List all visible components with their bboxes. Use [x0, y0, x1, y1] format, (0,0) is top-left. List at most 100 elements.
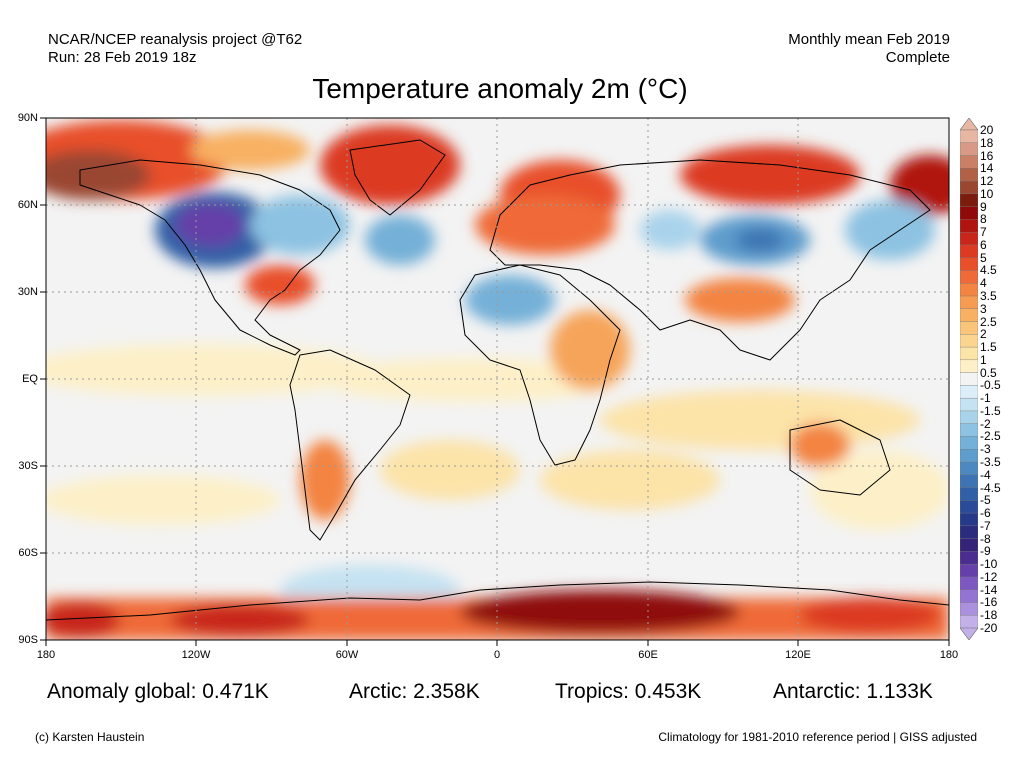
gridlines — [46, 118, 949, 640]
colorbar-label: -6 — [980, 506, 991, 521]
colorbar-label: -7 — [980, 518, 991, 533]
colorbar-swatch — [960, 602, 978, 616]
south-america-coastline — [289, 349, 411, 541]
colorbar-swatch — [960, 359, 978, 374]
colorbar-swatch — [960, 193, 978, 208]
colorbar-label: -5 — [980, 493, 991, 508]
map-title: Temperature anomaly 2m (°C) — [312, 73, 688, 104]
colorbar-swatch — [960, 538, 978, 552]
lat-label-30n: 30N — [17, 286, 38, 298]
colorbar-swatch — [960, 385, 978, 399]
colorbar-swatch — [960, 551, 978, 565]
colorbar-label: 12 — [980, 174, 994, 189]
colorbar-label: 6 — [980, 237, 987, 252]
stat-antarctic: Antarctic: 1.133K — [773, 680, 933, 703]
colorbar-label: -14 — [980, 582, 998, 597]
colorbar-swatch — [960, 283, 978, 297]
run-time: Run: 28 Feb 2019 18z — [48, 49, 197, 66]
lat-label-30s: 30S — [18, 460, 38, 472]
colorbar-label: 16 — [980, 148, 994, 163]
colorbar-swatch — [960, 423, 978, 437]
colorbar-label: -1.5 — [980, 403, 1001, 418]
colorbar-label: 4.5 — [980, 263, 997, 278]
colorbar-label: -1 — [980, 391, 991, 406]
colorbar-label: 0.5 — [980, 365, 997, 380]
lon-label-60e: 60E — [638, 649, 658, 661]
colorbar-label: -0.5 — [980, 378, 1001, 393]
lon-label-180w: 180 — [36, 649, 56, 661]
lon-label-120w: 120W — [181, 649, 211, 661]
antarctica-coastline — [46, 581, 949, 621]
colorbar-swatch — [960, 436, 978, 450]
colorbar-swatch — [960, 180, 978, 195]
colorbar-label: 7 — [980, 225, 987, 240]
colorbar-label: 10 — [980, 186, 994, 201]
colorbar-swatch — [960, 244, 978, 259]
colorbar-label: 9 — [980, 199, 987, 214]
colorbar-label: -9 — [980, 544, 991, 559]
lon-label-60w: 60W — [335, 649, 359, 661]
colorbar-label: -4 — [980, 467, 991, 482]
colorbar — [960, 118, 978, 640]
colorbar-swatch — [960, 321, 978, 335]
colorbar-label: 2.5 — [980, 314, 997, 329]
colorbar-label: 3.5 — [980, 289, 997, 303]
colorbar-swatch — [960, 219, 978, 233]
colorbar-swatch — [960, 168, 978, 182]
lat-label-60n: 60N — [17, 199, 38, 211]
colorbar-swatch — [960, 474, 978, 489]
colorbar-swatch — [960, 257, 978, 271]
colorbar-swatch — [960, 270, 978, 284]
greenland-coastline — [349, 139, 446, 216]
colorbar-label: -2.5 — [980, 429, 1001, 444]
colorbar-label: -18 — [980, 608, 998, 623]
colorbar-swatch — [960, 525, 978, 540]
status-label: Complete — [885, 49, 950, 66]
colorbar-swatch — [960, 334, 978, 348]
colorbar-swatch — [960, 589, 978, 603]
colorbar-swatch — [960, 295, 978, 310]
colorbar-label: -3.5 — [980, 455, 1001, 469]
colorbar-label: 1.5 — [980, 340, 997, 355]
colorbar-min-arrow — [960, 627, 978, 640]
climatology-note: Climatology for 1981-2010 reference peri… — [658, 730, 977, 744]
colorbar-swatch — [960, 155, 978, 169]
lat-label-90s: 90S — [18, 634, 38, 646]
colorbar-swatch — [960, 231, 978, 246]
colorbar-label: 2 — [980, 327, 987, 342]
axis-ticks — [40, 117, 950, 646]
colorbar-swatch — [960, 461, 978, 476]
colorbar-label: 20 — [980, 123, 994, 137]
colorbar-swatch — [960, 397, 978, 412]
colorbar-label: -16 — [980, 595, 998, 610]
colorbar-label: 8 — [980, 212, 987, 227]
colorbar-swatch — [960, 346, 978, 361]
colorbar-max-arrow — [960, 118, 978, 131]
stat-tropics: Tropics: 0.453K — [555, 680, 702, 703]
colorbar-label: -3 — [980, 442, 991, 457]
colorbar-swatch — [960, 410, 978, 425]
credit: (c) Karsten Haustein — [35, 730, 145, 744]
lat-label-60s: 60S — [18, 547, 38, 559]
colorbar-label: 1 — [980, 352, 987, 367]
colorbar-swatch — [960, 206, 978, 220]
stat-global: Anomaly global: 0.471K — [47, 680, 269, 703]
north-america-coastline — [79, 159, 341, 356]
colorbar-swatch — [960, 308, 978, 323]
colorbar-label: -4.5 — [980, 480, 1001, 495]
australia-coastline — [789, 419, 891, 496]
colorbar-swatch — [960, 512, 978, 527]
colorbar-swatch — [960, 576, 978, 591]
colorbar-label: 4 — [980, 276, 987, 291]
lon-label-180e: 180 — [939, 649, 959, 661]
colorbar-label: -12 — [980, 569, 998, 584]
colorbar-swatch — [960, 487, 978, 501]
colorbar-label: -2 — [980, 416, 991, 431]
stat-arctic: Arctic: 2.358K — [349, 680, 480, 703]
colorbar-label: 3 — [980, 301, 987, 316]
lon-label-120e: 120E — [785, 649, 811, 661]
lon-label-0: 0 — [493, 649, 501, 661]
lat-label-eq: EQ — [22, 373, 38, 385]
colorbar-label: 5 — [980, 250, 987, 265]
dataset-source: NCAR/NCEP reanalysis project @T62 — [48, 31, 303, 48]
